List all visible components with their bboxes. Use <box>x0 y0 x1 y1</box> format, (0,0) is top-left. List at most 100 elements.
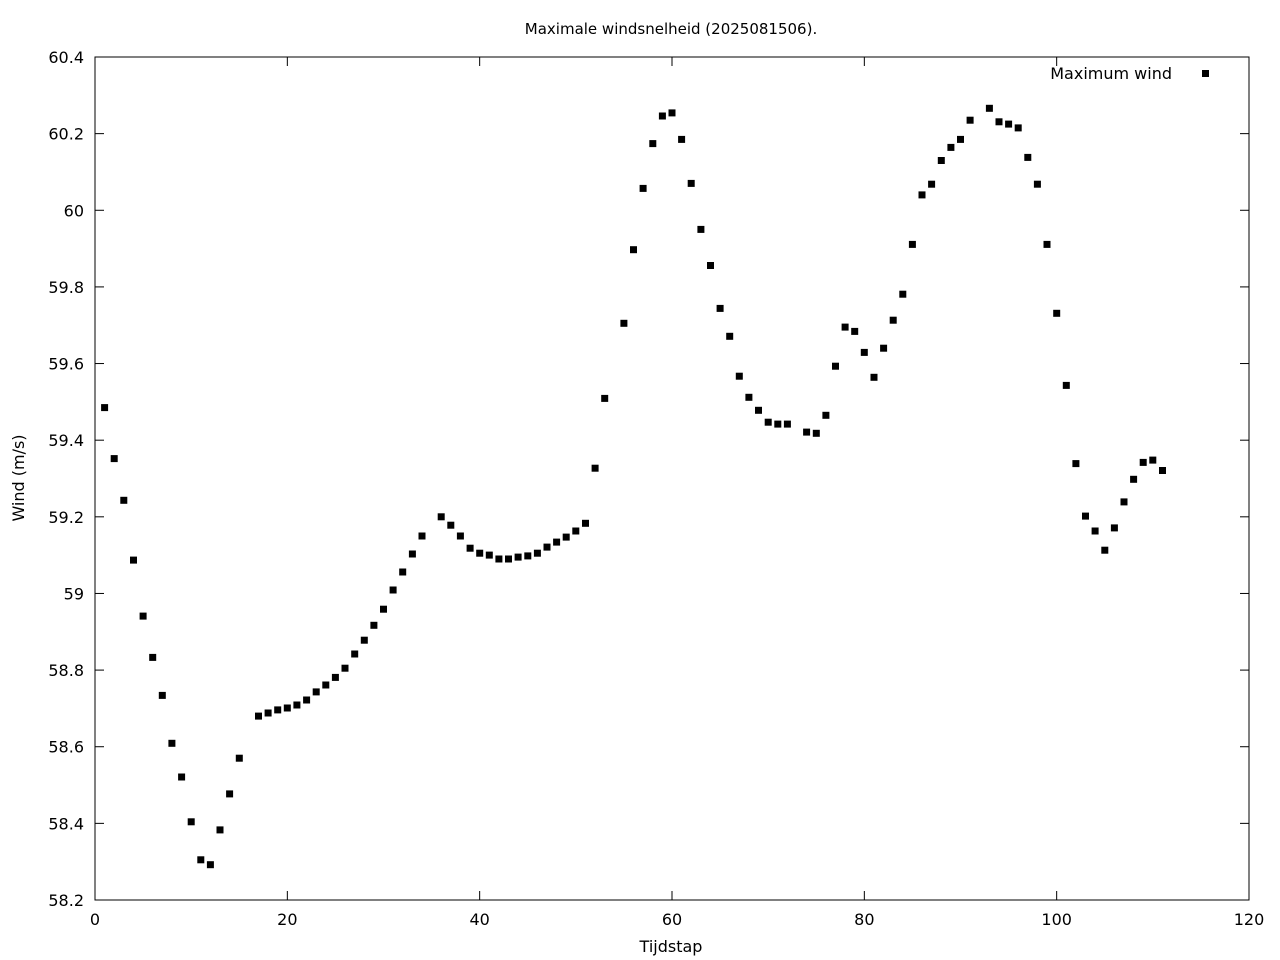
data-point <box>197 856 205 864</box>
y-tick-label: 60 <box>64 201 84 220</box>
data-point <box>408 550 416 558</box>
data-point <box>1072 460 1080 468</box>
data-point <box>514 553 522 561</box>
data-point <box>1024 153 1032 161</box>
legend-label: Maximum wind <box>1050 64 1172 83</box>
data-point <box>264 709 272 717</box>
data-point <box>755 406 762 414</box>
data-point <box>601 394 609 402</box>
data-point <box>187 818 195 826</box>
data-point <box>553 538 561 546</box>
x-axis-title: Tijdstap <box>639 937 703 956</box>
data-point <box>735 372 743 380</box>
data-point <box>447 521 455 529</box>
data-point <box>1159 467 1166 474</box>
data-point <box>870 373 878 381</box>
data-point <box>485 551 493 559</box>
data-point <box>1130 475 1138 483</box>
y-axis-title: Wind (m/s) <box>9 434 28 521</box>
data-point <box>1082 512 1089 520</box>
y-tick-label: 58.8 <box>48 661 84 680</box>
data-point <box>418 532 426 540</box>
data-point <box>812 429 820 437</box>
data-point <box>110 455 118 463</box>
data-point <box>533 549 541 557</box>
data-point <box>456 532 464 540</box>
data-point <box>524 552 532 560</box>
axis-tick-labels: 0 20 40 60 80 100 120 58.2 58.4 58.6 58.8 59 59.2 59.… <box>48 48 1264 929</box>
data-point <box>947 143 955 151</box>
data-point <box>582 519 589 527</box>
data-point <box>639 184 647 192</box>
data-point <box>120 496 128 504</box>
data-point <box>331 673 339 681</box>
data-point <box>216 826 224 834</box>
data-point <box>832 362 839 370</box>
data-point <box>149 653 157 661</box>
data-point <box>764 418 772 426</box>
data-point <box>726 332 734 340</box>
data-point <box>928 180 936 188</box>
data-point <box>851 327 859 335</box>
axis-ticks <box>94 56 1250 901</box>
y-tick-label: 60.4 <box>48 48 84 67</box>
x-tick-label: 60 <box>662 910 682 929</box>
data-point <box>957 135 964 143</box>
data-point <box>274 706 282 714</box>
data-point <box>312 688 320 696</box>
data-point <box>226 790 234 798</box>
data-point <box>101 404 109 412</box>
data-point <box>745 393 753 401</box>
data-point <box>774 420 782 428</box>
data-point <box>322 681 330 689</box>
data-point <box>899 290 907 298</box>
x-tick-label: 0 <box>90 910 100 929</box>
data-point <box>1101 546 1109 554</box>
data-point <box>707 262 714 269</box>
data-point <box>822 411 830 419</box>
data-point <box>918 191 926 199</box>
data-point <box>283 704 291 712</box>
data-point <box>293 701 301 709</box>
x-tick-label: 100 <box>1041 910 1072 929</box>
data-points <box>101 104 1166 869</box>
data-point <box>783 420 791 428</box>
data-point <box>591 464 599 472</box>
data-point <box>130 556 137 564</box>
data-point <box>466 544 474 552</box>
data-point <box>1091 527 1099 535</box>
data-point <box>803 428 811 436</box>
data-point <box>1120 498 1128 506</box>
data-point <box>1149 456 1157 464</box>
data-point <box>678 135 686 143</box>
y-tick-label: 59.6 <box>48 355 84 374</box>
plot-frame <box>94 56 1250 901</box>
data-point <box>841 323 849 331</box>
legend: Maximum wind <box>1050 64 1209 83</box>
data-point <box>985 104 993 112</box>
data-point <box>235 754 243 762</box>
data-point <box>505 555 512 563</box>
data-point <box>937 157 945 164</box>
data-point <box>1062 381 1070 389</box>
data-point <box>880 344 888 352</box>
data-point <box>351 650 359 658</box>
y-tick-label: 59.2 <box>48 508 84 527</box>
data-point <box>1033 180 1041 188</box>
y-tick-label: 59 <box>64 584 84 603</box>
data-point <box>158 691 166 699</box>
x-tick-label: 120 <box>1234 910 1265 929</box>
data-point <box>716 304 724 312</box>
legend-marker <box>1202 70 1209 77</box>
y-tick-label: 58.4 <box>48 814 84 833</box>
x-tick-label: 80 <box>854 910 874 929</box>
data-point <box>360 636 368 644</box>
data-point <box>206 861 214 869</box>
data-point <box>139 612 147 620</box>
data-point <box>399 568 407 576</box>
data-point <box>341 664 349 672</box>
data-point <box>697 225 705 233</box>
data-point <box>1139 458 1147 466</box>
data-point <box>543 543 551 551</box>
